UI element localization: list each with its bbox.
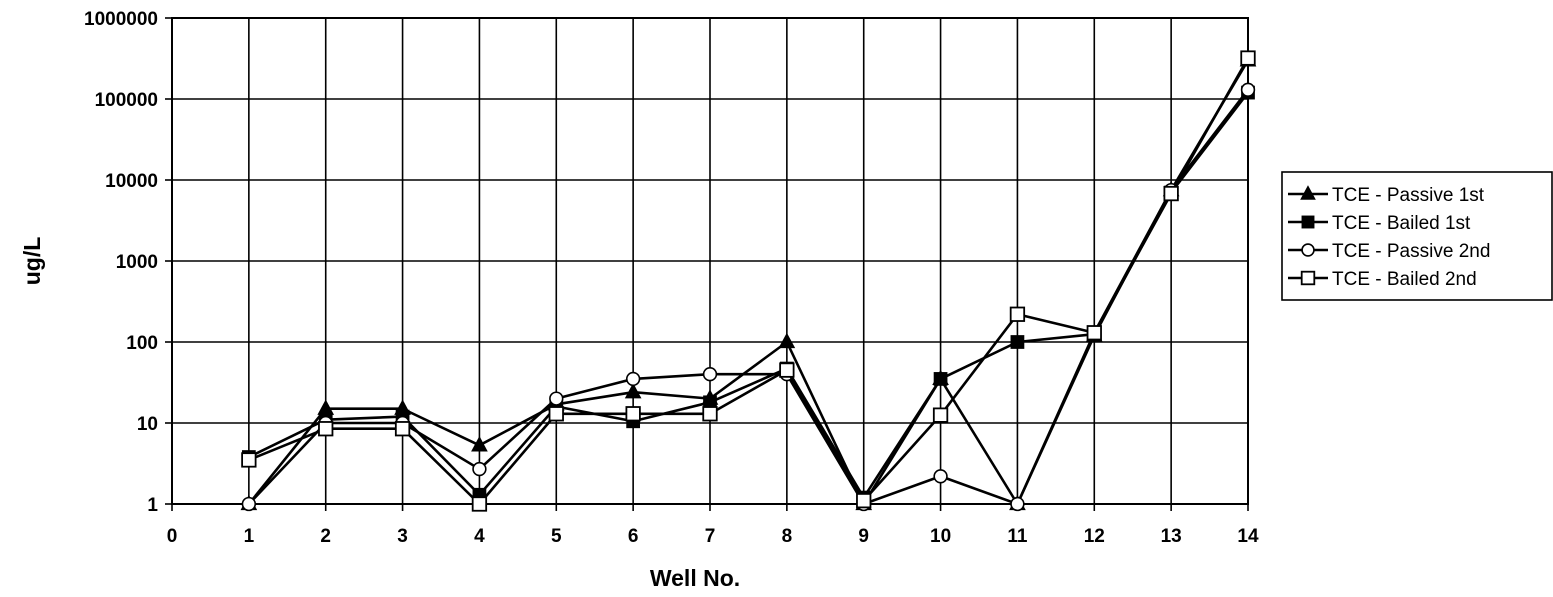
data-point: [241, 496, 257, 512]
data-point: [548, 406, 564, 422]
x-axis-title: Well No.: [650, 565, 740, 591]
data-point: [318, 421, 334, 437]
legend-marker: [1300, 185, 1316, 200]
y-tick-label: 100: [126, 333, 158, 354]
legend-marker: [1301, 215, 1315, 229]
x-tick-label: 13: [1161, 526, 1182, 547]
data-point: [1009, 306, 1026, 322]
legend-marker: [1301, 243, 1315, 257]
x-tick-label: 14: [1237, 526, 1259, 547]
data-point: [1163, 185, 1179, 202]
x-tick-label: 3: [397, 526, 408, 547]
data-point: [933, 469, 948, 484]
data-point: [778, 332, 796, 349]
y-tick-label: 1000000: [84, 9, 158, 30]
data-point: [702, 406, 718, 422]
data-point: [933, 372, 948, 386]
data-point: [932, 407, 949, 423]
legend-marker: [1300, 270, 1316, 286]
data-point: [1010, 335, 1025, 349]
x-tick-label: 12: [1084, 526, 1105, 547]
data-point: [625, 371, 641, 387]
data-point: [1240, 50, 1256, 66]
legend-label: TCE - Passive 2nd: [1332, 241, 1490, 262]
x-tick-label: 8: [782, 526, 793, 547]
y-tick-label: 10000: [105, 171, 158, 192]
data-point: [1010, 496, 1025, 512]
data-point: [394, 421, 411, 437]
x-tick-label: 7: [705, 526, 716, 547]
y-tick-label: 100000: [95, 90, 158, 111]
x-tick-label: 10: [930, 526, 951, 547]
data-point: [241, 452, 257, 468]
x-tick-label: 2: [320, 526, 331, 547]
series-line: [247, 88, 1250, 506]
data-point: [624, 382, 642, 399]
y-tick-label: 10: [137, 414, 158, 435]
data-point: [471, 436, 488, 452]
legend-label: TCE - Bailed 2nd: [1332, 269, 1477, 290]
x-tick-label: 11: [1007, 526, 1028, 547]
legend-label: TCE - Passive 1st: [1332, 185, 1485, 206]
x-tick-label: 0: [167, 526, 178, 547]
y-tick-label: 1000: [116, 252, 158, 273]
data-point: [471, 496, 488, 512]
data-point: [1240, 82, 1256, 97]
data-point: [702, 367, 718, 382]
legend-label: TCE - Bailed 1st: [1332, 213, 1471, 234]
y-axis-title: ug/L: [19, 237, 45, 286]
x-tick-label: 6: [628, 526, 639, 547]
x-tick-label: 5: [551, 526, 562, 547]
x-tick-label: 1: [244, 526, 255, 547]
data-point: [1086, 325, 1102, 341]
data-point: [472, 461, 487, 477]
x-tick-label: 9: [858, 526, 869, 547]
data-point: [779, 362, 795, 378]
data-point: [856, 492, 872, 509]
series-line: [248, 57, 1250, 506]
data-point: [549, 391, 564, 406]
x-tick-label: 4: [474, 526, 485, 547]
data-point: [625, 406, 641, 422]
y-tick-label: 1: [147, 495, 158, 516]
